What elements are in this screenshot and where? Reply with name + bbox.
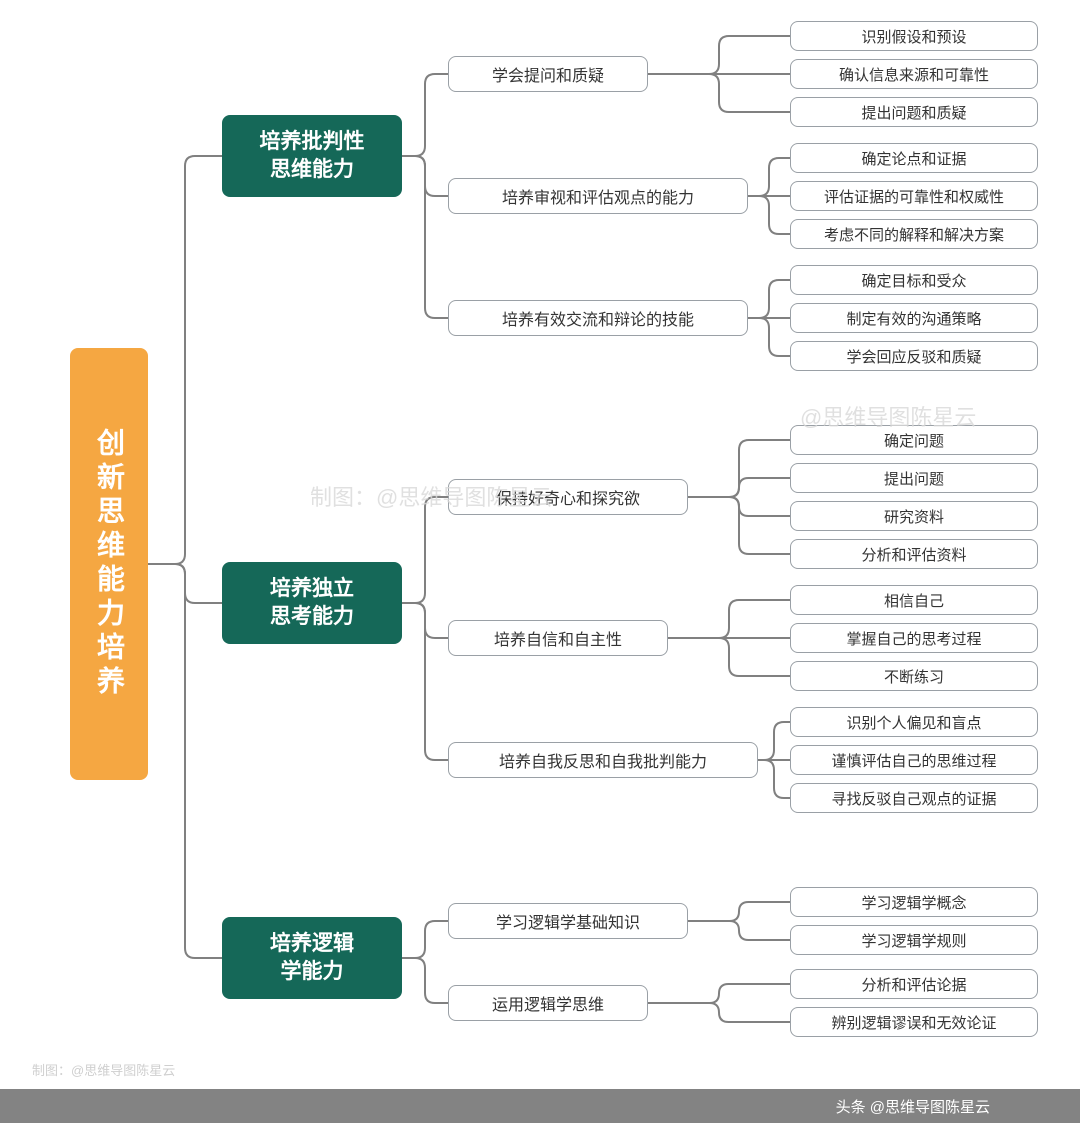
level3-node: 研究资料 bbox=[790, 501, 1038, 531]
level2-node: 学会提问和质疑 bbox=[448, 56, 648, 92]
level2-node: 培养自信和自主性 bbox=[448, 620, 668, 656]
level3-node: 考虑不同的解释和解决方案 bbox=[790, 219, 1038, 249]
footnote: 制图：@思维导图陈星云 bbox=[32, 1060, 175, 1079]
level3-node: 相信自己 bbox=[790, 585, 1038, 615]
level2-node: 学习逻辑学基础知识 bbox=[448, 903, 688, 939]
level3-node: 确定论点和证据 bbox=[790, 143, 1038, 173]
level3-node: 辨别逻辑谬误和无效论证 bbox=[790, 1007, 1038, 1037]
level2-node: 运用逻辑学思维 bbox=[448, 985, 648, 1021]
level3-node: 提出问题和质疑 bbox=[790, 97, 1038, 127]
level3-node: 学会回应反驳和质疑 bbox=[790, 341, 1038, 371]
level3-node: 制定有效的沟通策略 bbox=[790, 303, 1038, 333]
level3-node: 学习逻辑学规则 bbox=[790, 925, 1038, 955]
level1-critical: 培养批判性 思维能力 bbox=[222, 115, 402, 197]
level3-node: 确定问题 bbox=[790, 425, 1038, 455]
level3-node: 评估证据的可靠性和权威性 bbox=[790, 181, 1038, 211]
level3-node: 分析和评估资料 bbox=[790, 539, 1038, 569]
level3-node: 分析和评估论据 bbox=[790, 969, 1038, 999]
level3-node: 识别假设和预设 bbox=[790, 21, 1038, 51]
level2-node: 培养自我反思和自我批判能力 bbox=[448, 742, 758, 778]
level2-node: 保持好奇心和探究欲 bbox=[448, 479, 688, 515]
level3-node: 掌握自己的思考过程 bbox=[790, 623, 1038, 653]
level3-node: 谨慎评估自己的思维过程 bbox=[790, 745, 1038, 775]
level3-node: 提出问题 bbox=[790, 463, 1038, 493]
level3-node: 寻找反驳自己观点的证据 bbox=[790, 783, 1038, 813]
root-node: 创新思维能力培养 bbox=[70, 348, 148, 780]
level3-node: 不断练习 bbox=[790, 661, 1038, 691]
level3-node: 学习逻辑学概念 bbox=[790, 887, 1038, 917]
mindmap-canvas: 创新思维能力培养 培养批判性 思维能力 学会提问和质疑 识别假设和预设确认信息来源和可… bbox=[0, 0, 1080, 1123]
level3-node: 确定目标和受众 bbox=[790, 265, 1038, 295]
level1-independent: 培养独立 思考能力 bbox=[222, 562, 402, 644]
level2-node: 培养审视和评估观点的能力 bbox=[448, 178, 748, 214]
level3-node: 确认信息来源和可靠性 bbox=[790, 59, 1038, 89]
level2-node: 培养有效交流和辩论的技能 bbox=[448, 300, 748, 336]
level1-logic: 培养逻辑 学能力 bbox=[222, 917, 402, 999]
level3-node: 识别个人偏见和盲点 bbox=[790, 707, 1038, 737]
bottom-caption-bar: 头条 @思维导图陈星云 bbox=[0, 1089, 1080, 1123]
